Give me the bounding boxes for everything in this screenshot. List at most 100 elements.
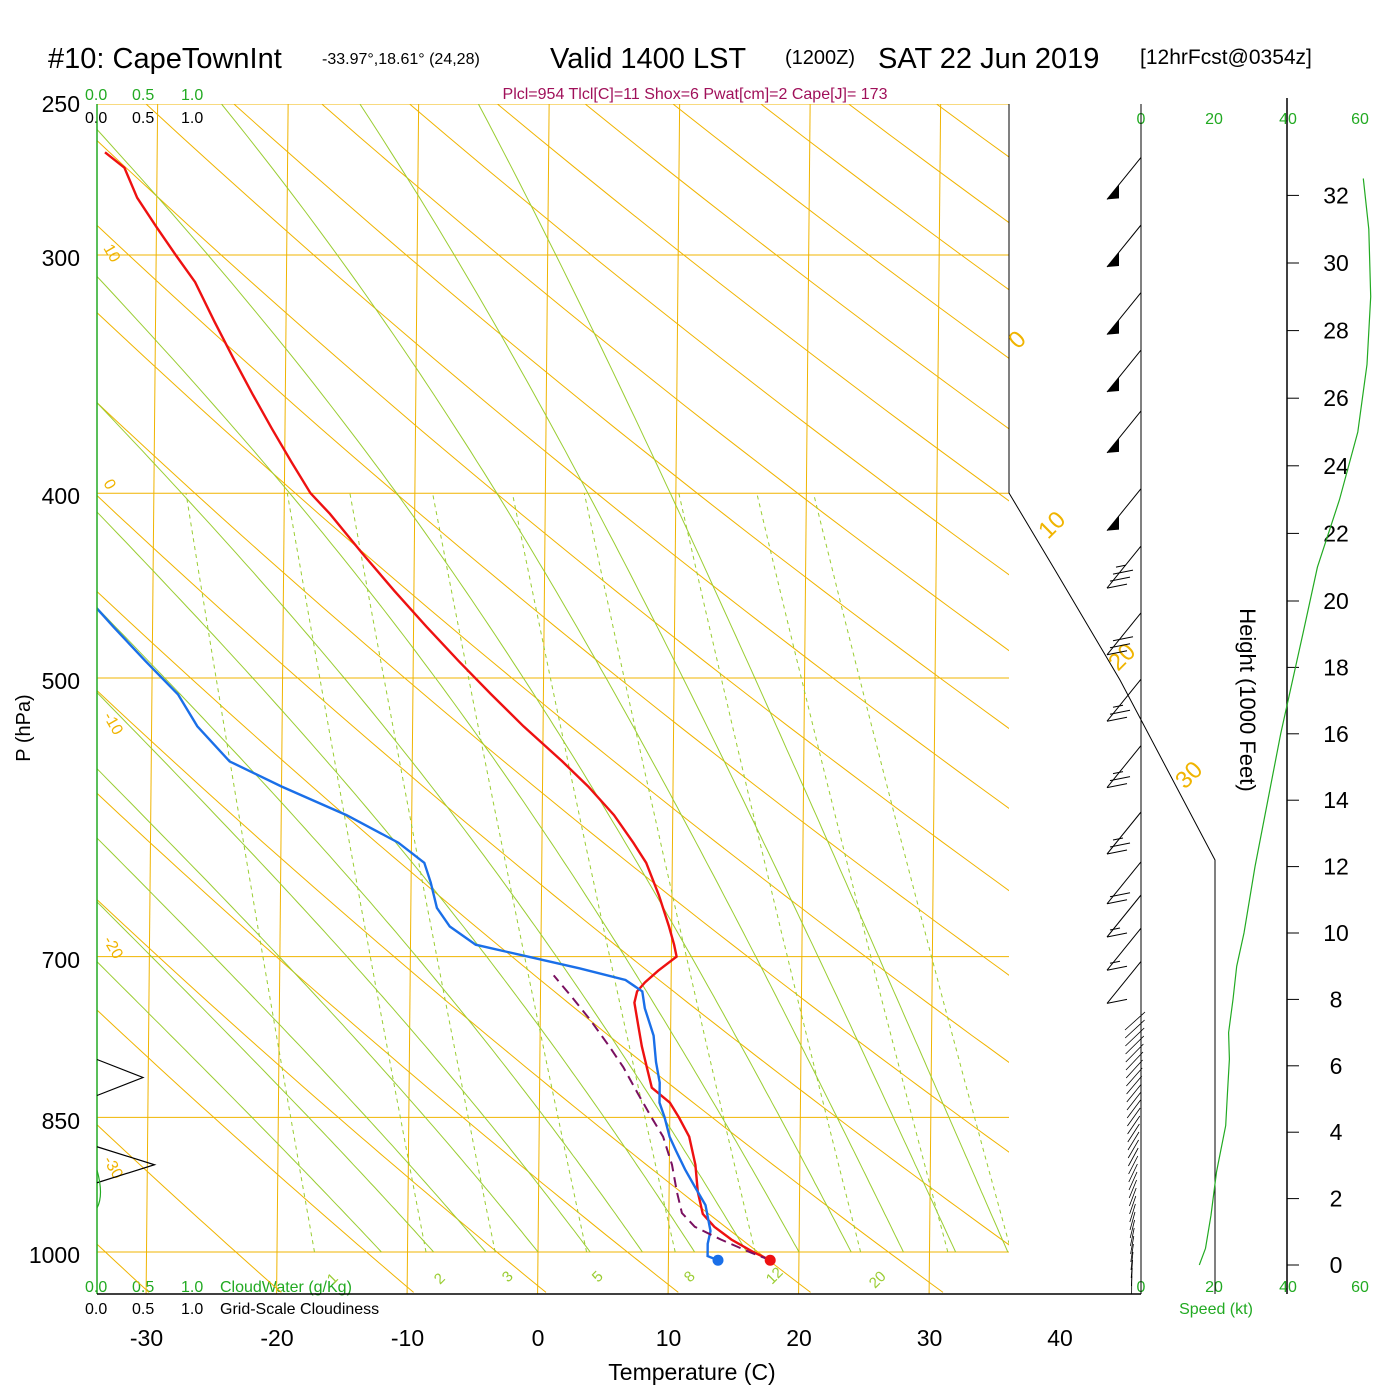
cloudwater-profile: [96, 1169, 102, 1209]
wind-barb: [1106, 961, 1142, 1004]
moist-adiabat: [97, 402, 748, 1253]
height-tick-22: 22: [1323, 520, 1349, 546]
wind-barb: [1106, 927, 1142, 971]
mixing-ratio-line: [286, 493, 427, 1253]
height-tick-8: 8: [1330, 986, 1343, 1012]
wind-barb-low: [1124, 1019, 1145, 1039]
wind-barb-low: [1126, 1075, 1143, 1095]
pressure-tick-1000: 1000: [29, 1242, 80, 1268]
wind-barb-flag: [1106, 783, 1128, 789]
moist-adiabat: [97, 128, 852, 1253]
height-tick-2: 2: [1330, 1186, 1343, 1212]
wind-barb-staff: [1106, 678, 1142, 722]
wind-barb-pennant: [1107, 515, 1119, 531]
temp-tick-20: 20: [786, 1325, 812, 1351]
dry-adiabat: [97, 402, 1009, 1153]
cloudwater-tick-1: 0.5: [132, 87, 154, 104]
moist-adiabat: [97, 511, 696, 1253]
plot-area: [97, 70, 1400, 1294]
series-parcel: [552, 974, 771, 1262]
dry-adiabat: [97, 312, 1009, 1063]
moist-adiabat: [97, 837, 487, 1253]
dry-adiabat: [97, 590, 944, 1293]
mixing-ratio-line: [349, 493, 496, 1253]
wind-barb-low: [1129, 1219, 1135, 1239]
cloudiness-profile: [96, 1058, 145, 1097]
speed-tick-bottom-1: 20: [1205, 1279, 1223, 1296]
wind-barb: [1106, 811, 1142, 855]
dry-adiabat: [97, 792, 679, 1293]
isotherm-label-right: 20: [1103, 638, 1141, 676]
wind-barb-pennant: [1107, 437, 1119, 453]
cloudiness-tick-bottom-2: 1.0: [181, 1301, 203, 1318]
wind-barb-flag: [1109, 576, 1131, 582]
pressure-tick-400: 400: [42, 483, 80, 509]
height-tick-16: 16: [1323, 721, 1349, 747]
wind-barb-low: [1126, 1083, 1142, 1103]
wind-barb-pennant: [1107, 319, 1119, 335]
wind-barb-half-flag: [1112, 704, 1124, 708]
isotherm: [145, 104, 159, 1294]
wind-barb-flag: [1109, 709, 1131, 715]
station-title: #10: CapeTownInt: [48, 43, 282, 75]
wind-barb-low: [1127, 1139, 1139, 1159]
pressure-tick-850: 850: [42, 1108, 80, 1134]
dry-adiabat: [1065, 70, 1400, 1292]
mixing-ratio-line: [813, 493, 1009, 1246]
mixing-ratio-line: [432, 493, 588, 1253]
moist-adiabat: [97, 901, 434, 1253]
wind-barb-staff: [1106, 961, 1142, 1004]
surface-temperature-point: [764, 1254, 776, 1266]
wind-barb-pennant: [1107, 184, 1119, 200]
wind-barb-low: [1125, 1043, 1144, 1063]
speed-tick-bottom-3: 60: [1351, 1279, 1369, 1296]
wind-barb: [1106, 678, 1142, 722]
speed-tick-top-3: 60: [1351, 111, 1369, 128]
wind-barb-low: [1126, 1091, 1142, 1111]
speed-tick-top-1: 20: [1205, 111, 1223, 128]
temp-tick--10: -10: [391, 1325, 424, 1351]
wind-barb-low: [1130, 1227, 1135, 1247]
dry-adiabat: [145, 104, 1009, 810]
height-tick-14: 14: [1323, 787, 1349, 813]
wind-barb-flag: [1106, 965, 1128, 971]
pressure-tick-300: 300: [42, 245, 80, 271]
wind-barb: [1106, 224, 1142, 268]
plot-right-boundary: [1008, 104, 1216, 1294]
cloudwater-tick-bottom-0: 0.0: [85, 1279, 107, 1296]
series-temperature: [104, 151, 771, 1262]
mixing-ratio-line: [756, 493, 949, 1253]
wind-barb-low: [1128, 1179, 1137, 1199]
moist-adiabat: [477, 104, 1009, 1253]
isotherm-label-left: -20: [100, 934, 126, 963]
pressure-tick-500: 500: [42, 668, 80, 694]
mixing-ratio-line: [511, 493, 676, 1253]
dry-adiabat: [97, 224, 1009, 976]
cloudwater-tick-0: 0.0: [85, 87, 107, 104]
wind-barb-staff: [1106, 811, 1142, 855]
dry-adiabat: [97, 689, 811, 1293]
wind-barb: [1106, 157, 1142, 200]
moist-adiabat: [221, 104, 904, 1253]
y-axis-title: P (hPa): [13, 694, 35, 761]
station-coords: -33.97°,18.61° (24,28): [322, 51, 480, 68]
wind-barb-low: [1127, 1107, 1141, 1127]
wind-barb-low: [1130, 1251, 1134, 1271]
dry-adiabat: [584, 104, 1009, 430]
cloudwater-label: CloudWater (g/Kg): [220, 1279, 352, 1296]
mixing-ratio-label: 8: [681, 1268, 699, 1286]
cloudiness-tick-1: 0.5: [132, 110, 154, 127]
wind-barb-half-flag: [1112, 837, 1124, 841]
wind-barb: [1106, 545, 1142, 589]
wind-barb: [1106, 488, 1142, 531]
mixing-ratio-line: [678, 493, 862, 1253]
wind-barb-flag: [1106, 650, 1128, 656]
cloudiness-tick-bottom-0: 0.0: [85, 1301, 107, 1318]
wind-barb-low: [1127, 1123, 1140, 1143]
cloudwater-tick-2: 1.0: [181, 87, 203, 104]
wind-barb-half-flag: [1115, 564, 1127, 568]
dry-adiabat: [97, 1124, 282, 1293]
wind-barb-flag: [1106, 998, 1128, 1004]
temp-tick-30: 30: [917, 1325, 943, 1351]
